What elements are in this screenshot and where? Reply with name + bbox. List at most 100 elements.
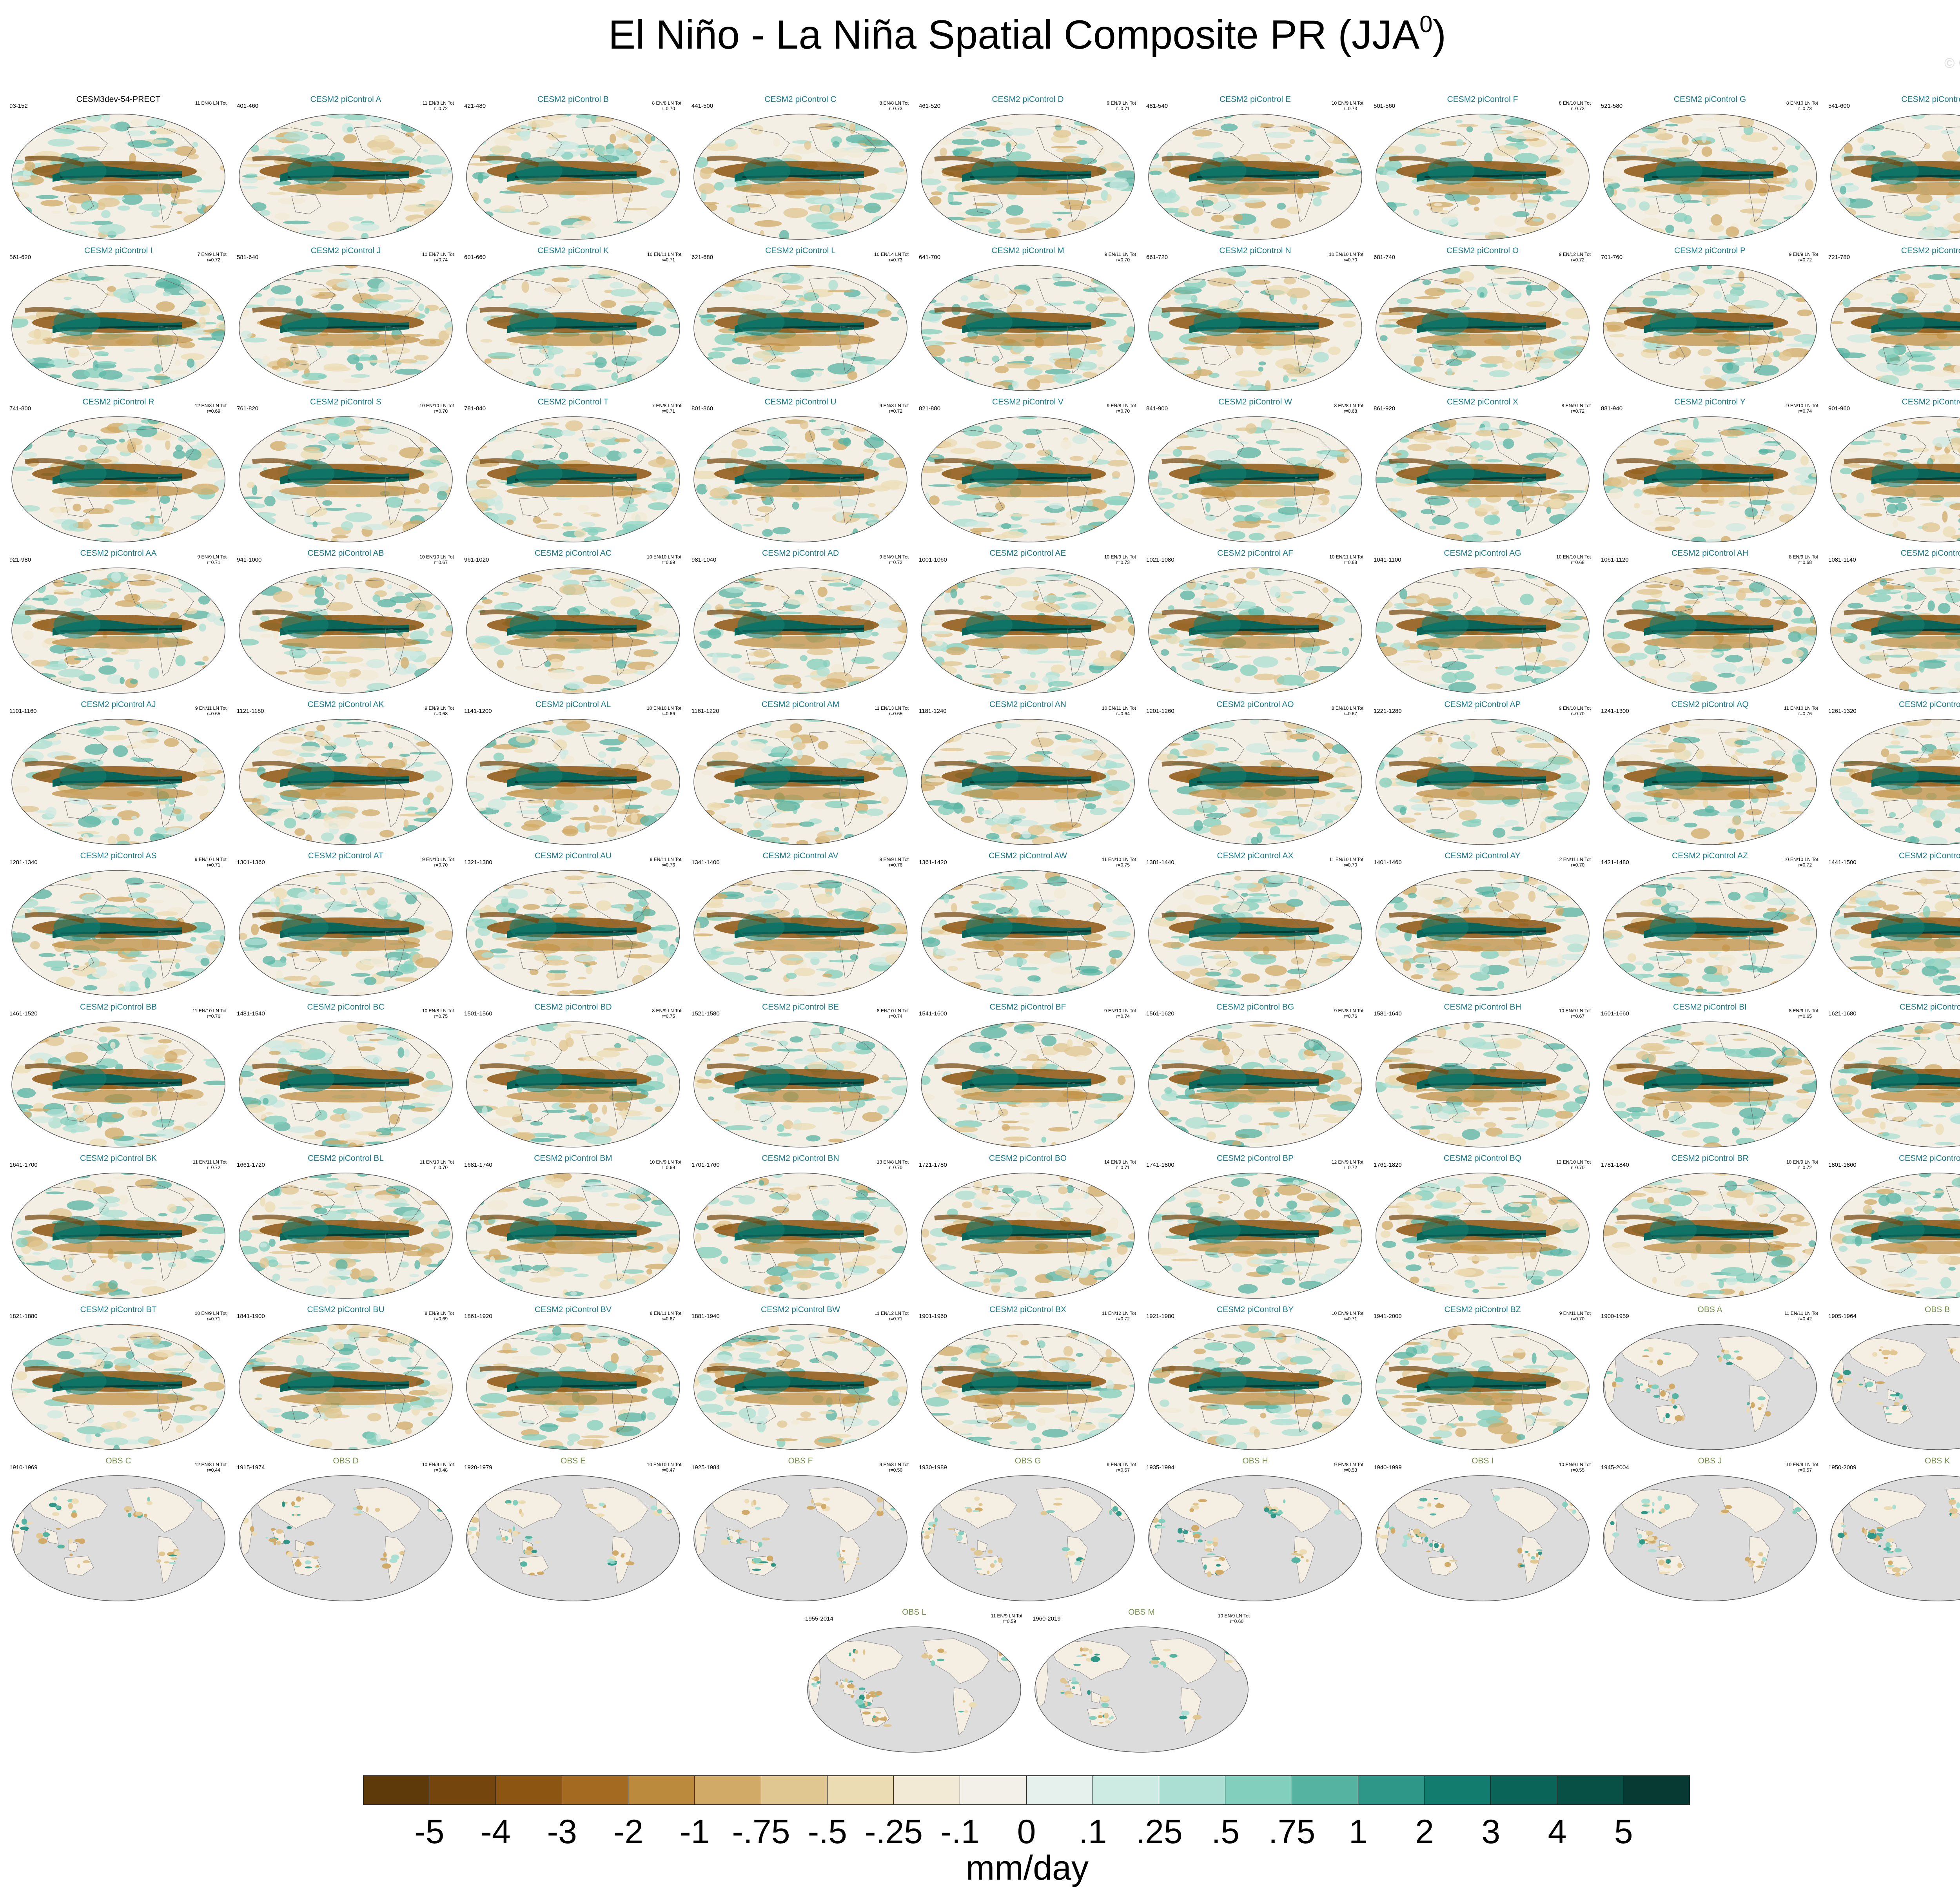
precip-anomaly-patch: [511, 450, 524, 461]
precip-anomaly-patch: [1856, 492, 1864, 504]
precip-anomaly-patch: [697, 568, 724, 572]
precip-anomaly-patch: [405, 593, 432, 598]
precip-anomaly-patch: [821, 571, 848, 577]
precip-anomaly-patch: [193, 114, 213, 123]
precip-anomaly-patch: [268, 386, 292, 391]
precip-anomaly-patch: [1175, 152, 1191, 156]
precip-anomaly-patch: [1878, 347, 1899, 358]
panel-event-counts: 10 EN/9 LN Tot: [1331, 100, 1363, 106]
precip-anomaly-patch: [279, 381, 293, 388]
precip-anomaly-patch: [1615, 118, 1625, 125]
precip-anomaly-patch: [1244, 290, 1249, 293]
precip-anomaly-patch: [323, 363, 347, 370]
dry-band-south: [279, 182, 420, 195]
precip-anomaly-patch: [741, 194, 758, 202]
panel-years: 721-780: [1828, 254, 1850, 261]
panel-title: CESM2 piControl Z: [1902, 397, 1960, 406]
precip-anomaly-patch: [992, 355, 1000, 363]
precip-anomaly-patch: [1653, 438, 1669, 446]
precip-anomaly-patch: [216, 135, 223, 143]
precip-anomaly-patch: [466, 647, 473, 652]
panel-years: 441-500: [691, 103, 713, 109]
precip-anomaly-patch: [1418, 128, 1441, 134]
precip-anomaly-patch: [23, 519, 38, 529]
precip-anomaly-patch: [1738, 271, 1744, 282]
precip-anomaly-patch: [330, 152, 345, 162]
map-field: [12, 568, 225, 693]
precip-anomaly-patch: [625, 520, 651, 525]
precip-anomaly-patch: [477, 127, 484, 134]
precip-anomaly-patch: [833, 498, 857, 508]
precip-anomaly-patch: [649, 270, 657, 279]
panel-event-counts: 9 EN/8 LN Tot: [879, 403, 909, 408]
precip-anomaly-patch: [1604, 147, 1610, 154]
precip-anomaly-patch: [276, 346, 293, 350]
precip-anomaly-patch: [18, 363, 24, 373]
precip-anomaly-patch: [1165, 372, 1172, 375]
precip-anomaly-patch: [921, 336, 931, 341]
map-field: [694, 417, 907, 542]
precip-anomaly-patch: [426, 123, 446, 131]
precip-anomaly-patch: [1420, 229, 1444, 238]
precip-anomaly-patch: [1073, 127, 1096, 135]
precip-anomaly-patch: [1126, 326, 1134, 337]
wet-patch-west-pacific: [515, 460, 563, 487]
panel-years: 741-800: [9, 405, 31, 412]
precip-anomaly-patch: [498, 265, 523, 268]
panel-event-counts: 8 EN/8 LN Tot: [879, 100, 909, 106]
precip-anomaly-patch: [1085, 303, 1098, 312]
precip-anomaly-patch: [1330, 504, 1336, 513]
precip-anomaly-patch: [617, 539, 641, 542]
precip-anomaly-patch: [1769, 510, 1775, 517]
precip-anomaly-patch: [183, 114, 196, 116]
dry-band-south: [506, 182, 648, 195]
precip-anomaly-patch: [466, 271, 489, 276]
precip-anomaly-patch: [672, 655, 680, 666]
precip-anomaly-patch: [675, 578, 680, 584]
precip-anomaly-patch: [1548, 329, 1566, 339]
precip-anomaly-patch: [619, 505, 638, 513]
precip-anomaly-patch: [1744, 540, 1754, 542]
panel-pattern-correlation: r=0.70: [661, 106, 675, 111]
precip-anomaly-patch: [173, 266, 184, 272]
dry-band-south: [1643, 182, 1784, 195]
precip-anomaly-patch: [188, 535, 196, 540]
precip-anomaly-patch: [470, 422, 490, 426]
precip-anomaly-patch: [31, 683, 47, 691]
precip-anomaly-patch: [33, 568, 54, 571]
precip-anomaly-patch: [12, 387, 29, 390]
panel-title: CESM2 piControl F: [1447, 95, 1518, 104]
coastline: [612, 477, 633, 525]
map-field: [1376, 417, 1589, 542]
precip-anomaly-patch: [1503, 438, 1514, 449]
precip-anomaly-patch: [766, 365, 781, 370]
precip-anomaly-patch: [1757, 122, 1766, 126]
precip-anomaly-patch: [1119, 492, 1132, 497]
precip-anomaly-patch: [1474, 207, 1479, 211]
precip-anomaly-patch: [1060, 236, 1071, 239]
precip-anomaly-patch: [737, 673, 755, 681]
precip-anomaly-patch: [101, 210, 111, 218]
precip-anomaly-patch: [739, 280, 762, 292]
precip-anomaly-patch: [1381, 417, 1396, 424]
precip-anomaly-patch: [874, 117, 893, 125]
precip-anomaly-patch: [708, 351, 726, 359]
precip-anomaly-patch: [174, 146, 196, 156]
precip-anomaly-patch: [1348, 475, 1362, 486]
precip-anomaly-patch: [1808, 201, 1817, 208]
precip-anomaly-patch: [119, 439, 125, 443]
precip-anomaly-patch: [1051, 146, 1078, 149]
coastline: [127, 277, 194, 323]
precip-anomaly-patch: [1665, 225, 1675, 234]
precip-anomaly-patch: [519, 582, 535, 588]
precip-composite-map: [1830, 114, 1960, 240]
precip-anomaly-patch: [220, 617, 225, 621]
precip-anomaly-patch: [1379, 282, 1385, 285]
precip-anomaly-patch: [202, 656, 209, 662]
coastline: [809, 277, 876, 323]
precip-anomaly-patch: [1024, 356, 1034, 362]
precip-anomaly-patch: [1220, 267, 1246, 273]
precip-anomaly-patch: [1833, 184, 1859, 192]
precip-anomaly-patch: [1187, 234, 1209, 239]
precip-anomaly-patch: [1879, 375, 1899, 386]
